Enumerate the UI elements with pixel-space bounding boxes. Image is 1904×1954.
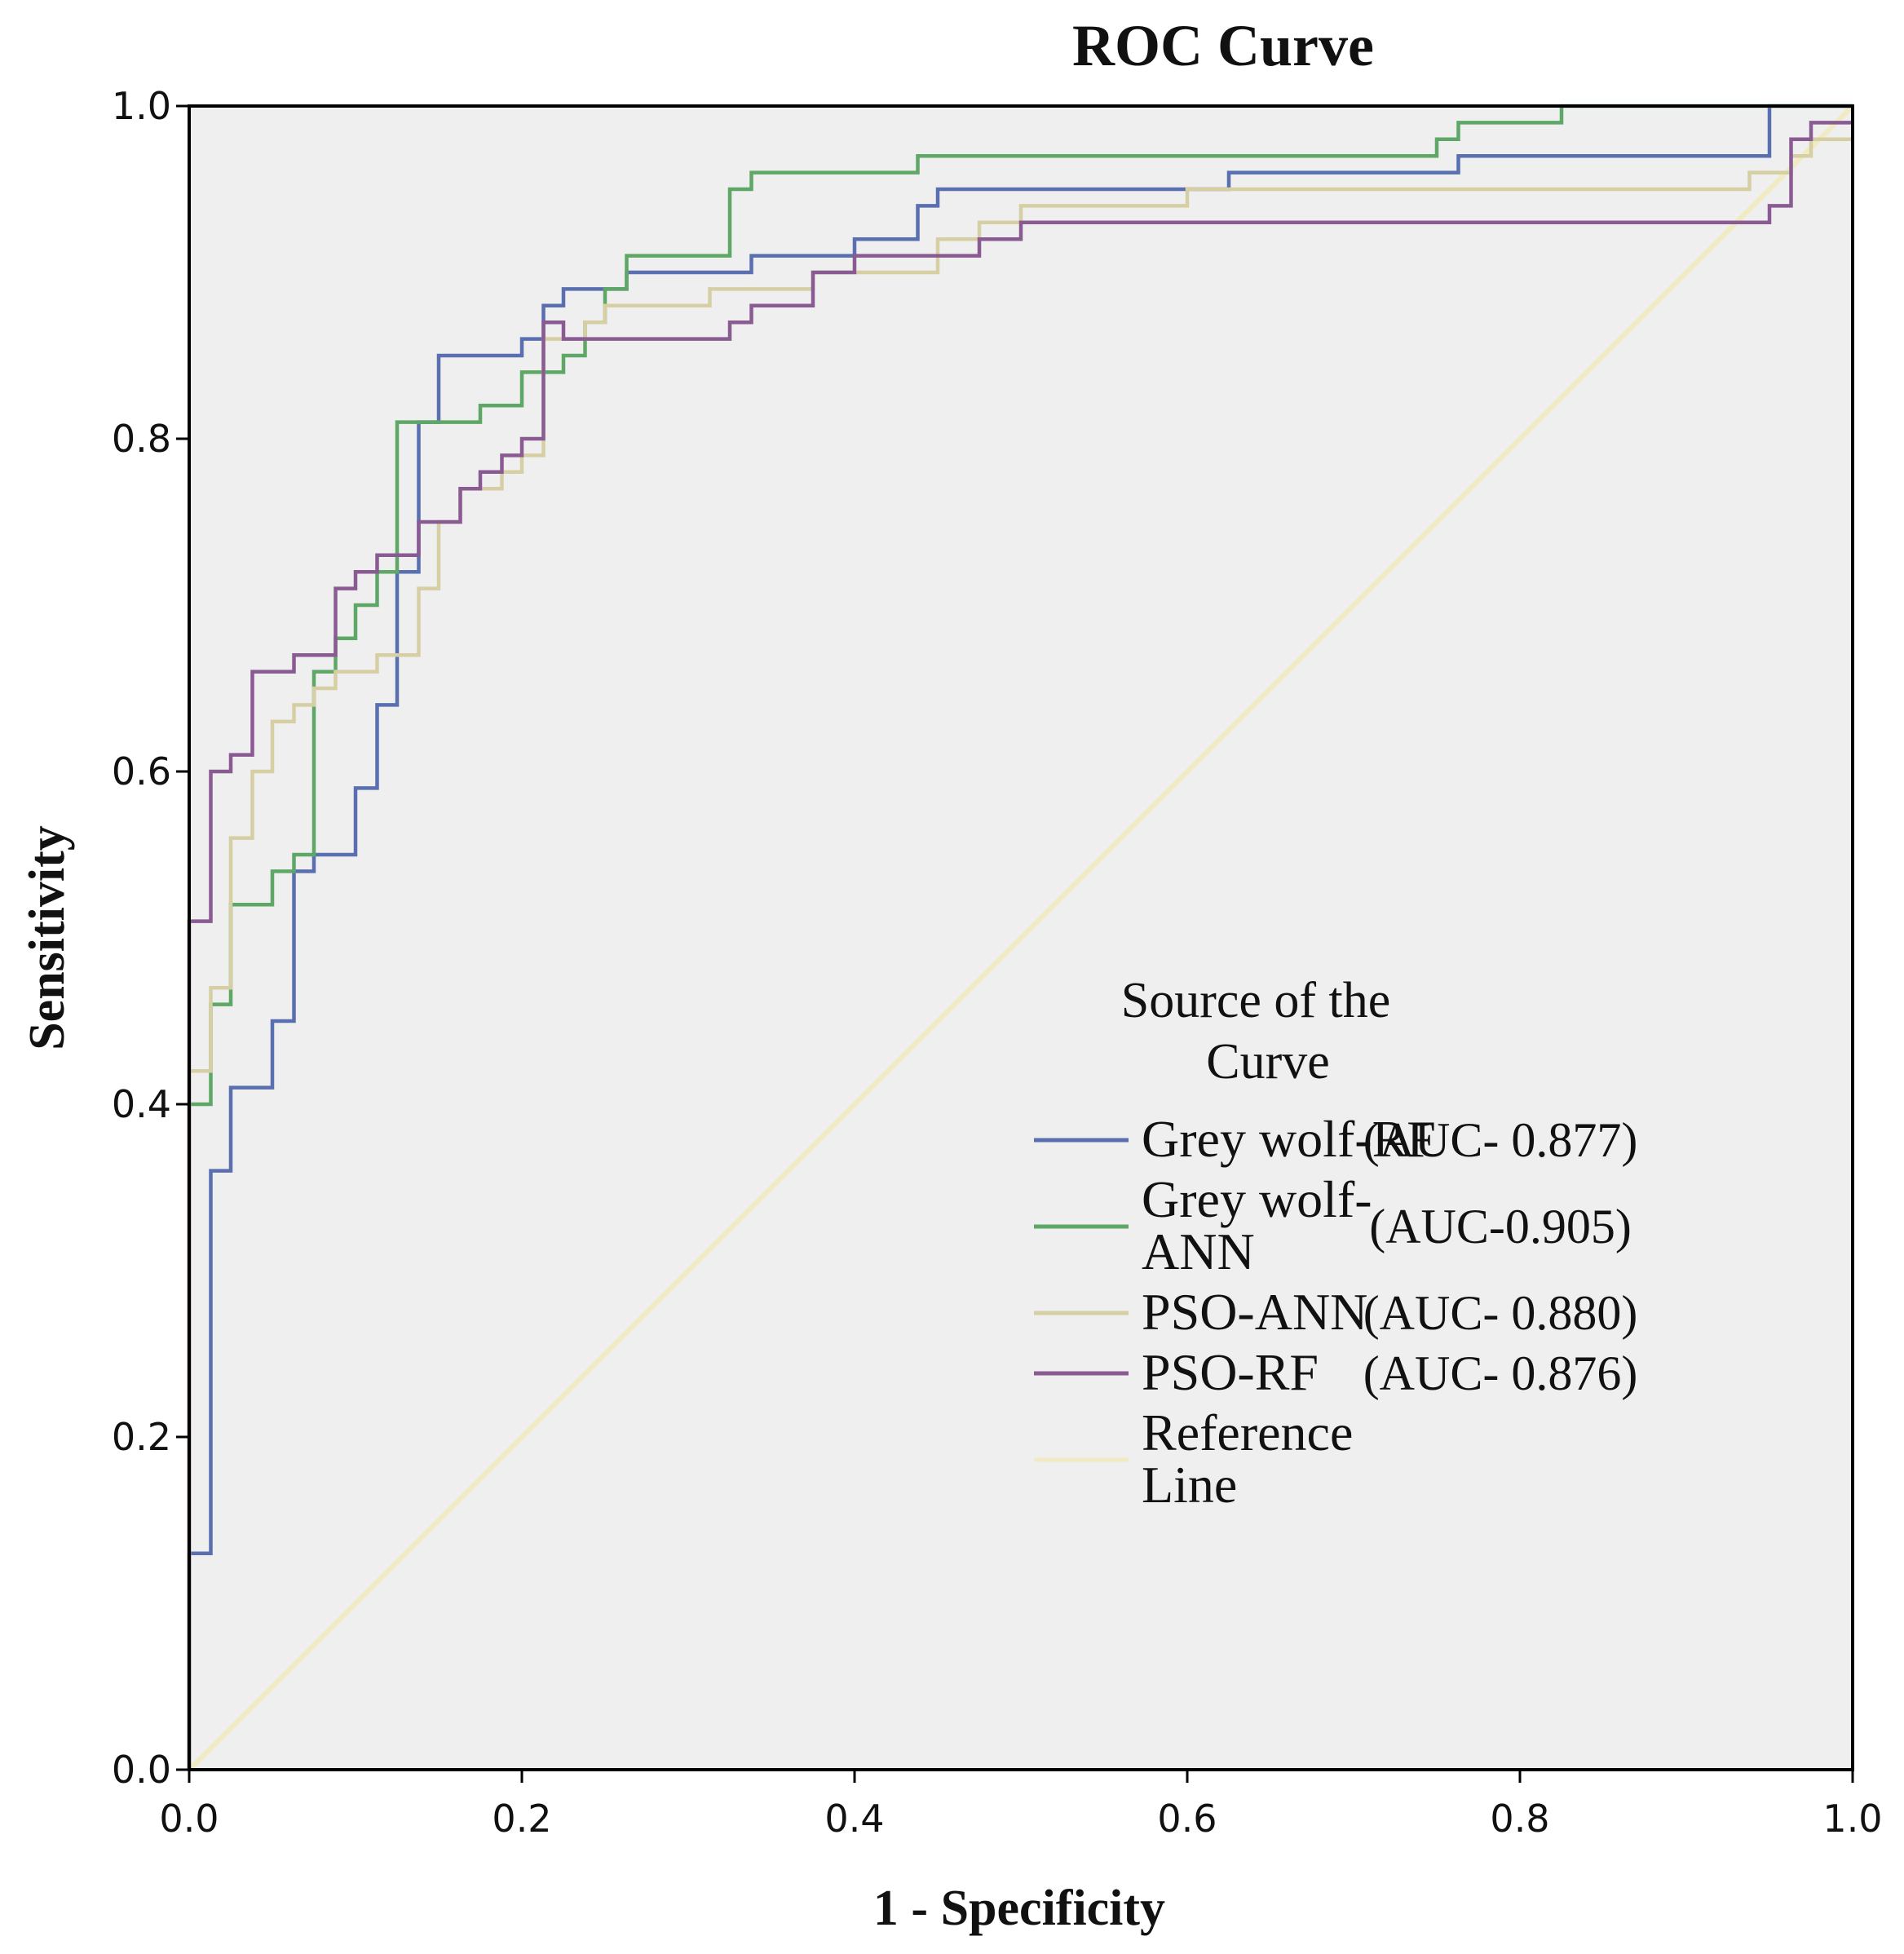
legend-title-line-1: Source of the <box>1121 973 1391 1028</box>
x-tick-label: 0.8 <box>1490 1797 1549 1841</box>
y-tick-label: 0.0 <box>112 1748 171 1792</box>
x-tick-label: 0.4 <box>824 1797 884 1841</box>
x-axis-label: 1 - Specificity <box>873 1881 1165 1936</box>
legend-label-pso-ann: PSO-ANN <box>1142 1283 1367 1341</box>
series-line-grey-wolf-ann <box>187 104 1853 1770</box>
x-tick-label: 0.2 <box>492 1797 551 1841</box>
y-tick-label: 0.4 <box>112 1082 171 1126</box>
legend-label-grey-wolf-ann: ANN <box>1142 1222 1255 1280</box>
legend-auc-pso-rf: (AUC- 0.876) <box>1363 1346 1638 1400</box>
plot-frame <box>188 104 1854 1771</box>
y-tick-label: 0.2 <box>112 1415 171 1459</box>
series-line-pso-rf <box>187 121 1853 1770</box>
legend-label-pso-rf: PSO-RF <box>1142 1343 1319 1401</box>
legend-label-reference-line: Line <box>1142 1456 1237 1514</box>
x-tick-label: 0.6 <box>1157 1797 1217 1841</box>
legend-title-line-2: Curve <box>1206 1034 1330 1090</box>
legend-auc-grey-wolf-ann: (AUC-0.905) <box>1369 1200 1632 1253</box>
y-tick-label: 0.8 <box>112 417 171 461</box>
legend-label-grey-wolf-ann: Grey wolf- <box>1142 1170 1372 1228</box>
chart-title: ROC Curve <box>1072 13 1374 78</box>
legend-label-grey-wolf-rf: Grey wolf-RF <box>1142 1110 1436 1168</box>
legend-label-reference-line: Reference <box>1142 1404 1353 1461</box>
y-tick-label: 1.0 <box>112 84 171 128</box>
legend-auc-pso-ann: (AUC- 0.880) <box>1363 1286 1638 1340</box>
series-line-grey-wolf-rf <box>187 104 1853 1770</box>
y-tick-label: 0.6 <box>112 749 171 794</box>
x-tick-label: 1.0 <box>1822 1797 1882 1841</box>
legend: Source of the Curve Grey wolf-RF(AUC- 0.… <box>1034 973 1637 1514</box>
series-line-pso-ann <box>187 137 1853 1770</box>
legend-auc-grey-wolf-rf: (AUC- 0.877) <box>1363 1113 1638 1167</box>
y-axis-label: Sensitivity <box>20 825 75 1050</box>
series-line-reference-line <box>187 104 1855 1772</box>
x-tick-label: 0.0 <box>159 1797 219 1841</box>
series-layer <box>187 104 1855 1772</box>
legend-entries: Grey wolf-RF(AUC- 0.877)Grey wolf-ANN (AU… <box>1034 1110 1637 1514</box>
axis-layer: 0.0 0.2 0.4 0.6 0.8 1.0 0.0 0.2 0.4 0.6 0.8 1.0 <box>112 84 1883 1841</box>
